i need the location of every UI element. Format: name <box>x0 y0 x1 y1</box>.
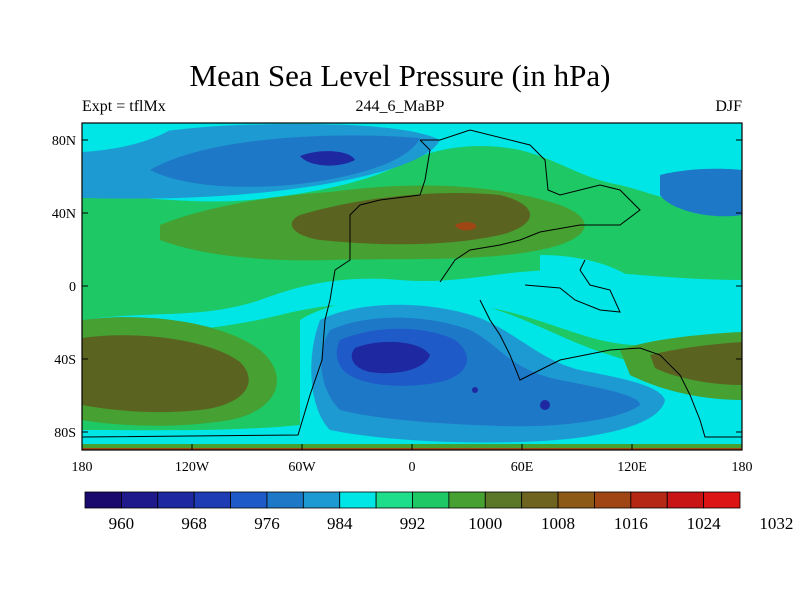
colorbar-swatch <box>448 491 486 509</box>
colorbar-swatch <box>157 491 195 509</box>
period-label: 244_6_MaBP <box>355 98 445 115</box>
lon-label-180e: 180 <box>732 460 753 475</box>
lon-label-180w: 180 <box>72 460 93 475</box>
colorbar-swatch <box>412 491 450 509</box>
lon-label-60w: 60W <box>288 460 316 475</box>
colorbar-label: 976 <box>254 514 280 533</box>
lat-label-0: 0 <box>69 280 76 295</box>
colorbar-swatch <box>703 491 741 509</box>
coastline <box>82 129 742 438</box>
south-indian-high-inner <box>650 342 742 385</box>
lat-ticks <box>82 139 742 433</box>
northeast-low <box>660 168 742 217</box>
colorbar-label: 992 <box>400 514 426 533</box>
colorbar-swatch <box>594 491 632 509</box>
southern-low-core <box>351 341 430 374</box>
arctic-low-core <box>300 151 355 166</box>
lat-label-80s: 80S <box>54 426 76 441</box>
colorbar-swatch <box>302 491 341 509</box>
colorbar-swatch <box>375 491 413 509</box>
lon-ticks <box>81 444 743 450</box>
colorbar-label: 984 <box>327 514 353 533</box>
colorbar-swatch <box>230 491 268 509</box>
colorbar-swatch <box>339 491 377 509</box>
south-pacific-high-inner <box>82 335 249 413</box>
experiment-label: Expt = tflMx <box>82 98 166 115</box>
colorbar-labels: 960968976984992100010081016102410321040 <box>109 514 794 533</box>
colorbar-label: 968 <box>181 514 207 533</box>
north-subtropical-high-inner <box>291 192 530 245</box>
colorbar-label: 1024 <box>687 514 722 533</box>
lat-label-80n: 80N <box>52 134 76 149</box>
colorbar-label: 1016 <box>614 514 648 533</box>
lon-label-120e: 120E <box>617 460 647 475</box>
southern-low-spot <box>540 400 550 410</box>
lat-label-40s: 40S <box>54 353 76 368</box>
colorbar-label: 960 <box>109 514 135 533</box>
colorbar-swatch <box>193 491 231 509</box>
lon-label-0: 0 <box>409 460 416 475</box>
lon-label-60e: 60E <box>511 460 534 475</box>
colorbar-label: 1032 <box>759 514 793 533</box>
season-label: DJF <box>715 98 742 115</box>
asia-cyan-patch <box>540 255 640 297</box>
colorbar-swatch <box>521 491 559 509</box>
arctic-low-mid <box>150 135 420 187</box>
pressure-field <box>82 123 742 450</box>
north-high-core <box>455 222 477 231</box>
colorbar-swatch <box>120 491 159 509</box>
colorbar-swatch <box>266 491 304 509</box>
colorbar-swatch <box>484 491 523 509</box>
lon-label-120w: 120W <box>175 460 210 475</box>
southern-low-spot-small <box>472 387 478 393</box>
map-title: Mean Sea Level Pressure (in hPa) <box>189 58 611 93</box>
colorbar-label: 1008 <box>541 514 575 533</box>
northwest-cyan <box>82 123 180 152</box>
colorbar-swatch <box>666 491 705 509</box>
colorbar <box>84 491 741 509</box>
colorbar-swatch <box>557 491 595 509</box>
colorbar-swatch <box>84 491 122 509</box>
colorbar-swatch <box>630 491 668 509</box>
lat-label-40n: 40N <box>52 207 76 222</box>
colorbar-label: 1000 <box>468 514 502 533</box>
